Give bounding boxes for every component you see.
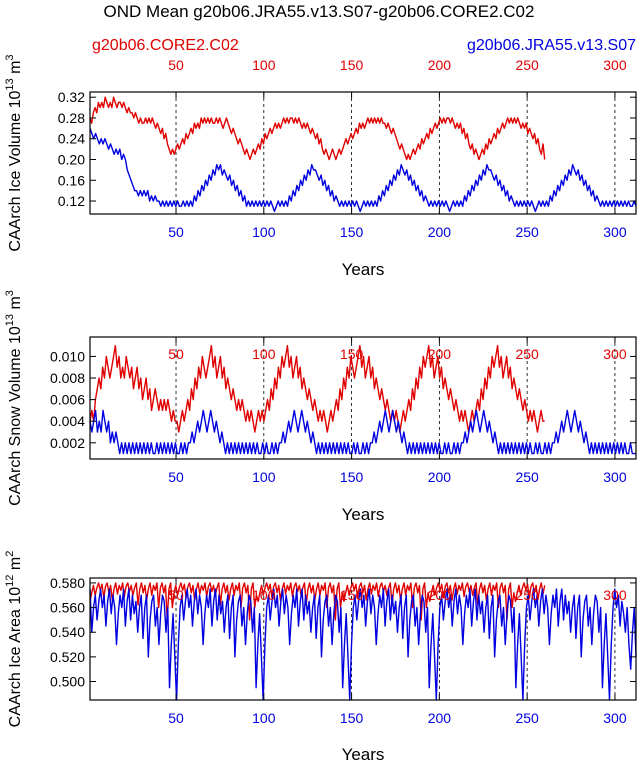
y-tick-label: 0.010 [50, 348, 85, 364]
x-tick-label-top: 300 [603, 57, 627, 73]
x-tick-label-top: 50 [168, 587, 184, 603]
series-line-core2 [89, 582, 546, 621]
panel-ice-area: 0.500 0.520 0.540 0.560 0.580 50 50 100 100 150 15… [4, 551, 637, 762]
series-line-core2 [89, 96, 546, 161]
x-tick-label-bottom: 200 [428, 224, 452, 240]
x-tick-label-top: 250 [515, 346, 539, 362]
x-tick-label-top: 200 [428, 587, 452, 603]
y-axis-label: CAArch Ice Area 1012 m2 [4, 551, 24, 728]
x-tick-label-top: 250 [515, 587, 539, 603]
plot-frame [89, 91, 637, 215]
x-tick-label-top: 100 [252, 57, 276, 73]
x-tick-label-bottom: 300 [603, 224, 627, 240]
x-tick-label-bottom: 150 [340, 469, 364, 485]
y-tick-label: 0.12 [58, 193, 85, 209]
x-tick-label-top: 50 [168, 346, 184, 362]
x-tick-label-bottom: 300 [603, 469, 627, 485]
x-tick-label-top: 150 [340, 57, 364, 73]
y-tick-label: 0.16 [58, 172, 85, 188]
x-tick-label-bottom: 150 [340, 710, 364, 726]
x-tick-label-bottom: 100 [252, 469, 276, 485]
x-tick-label-bottom: 100 [252, 224, 276, 240]
legend-blue-label: g20b06.JRA55.v13.S07 [467, 37, 636, 54]
x-tick-label-bottom: 50 [168, 224, 184, 240]
x-tick-label-top: 100 [252, 587, 276, 603]
y-tick-label: 0.560 [50, 600, 85, 616]
x-tick-label-bottom: 250 [515, 710, 539, 726]
series-line-jra55 [89, 409, 636, 455]
x-axis-label: Years [342, 260, 385, 279]
series-line-jra55 [89, 588, 637, 701]
panel-ice-volume: 0.12 0.16 0.20 0.24 0.28 0.32 50 50 100 100 150 150… [4, 54, 637, 279]
y-axis-label: CAArch Snow Volume 1013 m3 [4, 290, 24, 506]
y-tick-label: 0.28 [58, 110, 85, 126]
x-tick-label-top: 300 [603, 346, 627, 362]
series-line-jra55 [89, 128, 637, 213]
plot-frame [89, 577, 637, 701]
legend-red-label: g20b06.CORE2.C02 [92, 37, 239, 54]
x-tick-label-top: 150 [340, 587, 364, 603]
x-tick-label-bottom: 50 [168, 469, 184, 485]
x-axis-label: Years [342, 745, 385, 762]
x-tick-label-bottom: 200 [428, 469, 452, 485]
x-tick-label-top: 200 [428, 346, 452, 362]
x-tick-label-bottom: 150 [340, 224, 364, 240]
x-tick-label-top: 200 [428, 57, 452, 73]
x-axis-label: Years [342, 505, 385, 524]
y-tick-label: 0.004 [50, 413, 85, 429]
x-tick-label-top: 150 [340, 346, 364, 362]
x-tick-label-bottom: 250 [515, 224, 539, 240]
y-tick-label: 0.580 [50, 575, 85, 591]
y-tick-label: 0.002 [50, 435, 85, 451]
y-tick-label: 0.520 [50, 649, 85, 665]
x-tick-label-bottom: 200 [428, 710, 452, 726]
y-tick-label: 0.32 [58, 89, 85, 105]
y-axis-label: CAArch Ice Volume 1013 m3 [4, 54, 24, 251]
series-line-core2 [89, 344, 545, 433]
panel-snow-volume: 0.002 0.004 0.006 0.008 0.010 50 50 100 100 150 15… [4, 290, 637, 524]
y-tick-label: 0.008 [50, 370, 85, 386]
figure-title: OND Mean g20b06.JRA55.v13.S07-g20b06.COR… [104, 2, 535, 21]
y-tick-label: 0.006 [50, 392, 85, 408]
x-tick-label-top: 50 [168, 57, 184, 73]
x-tick-label-bottom: 50 [168, 710, 184, 726]
x-tick-label-top: 100 [252, 346, 276, 362]
plot-frame [89, 336, 637, 460]
x-tick-label-bottom: 100 [252, 710, 276, 726]
y-tick-label: 0.20 [58, 151, 85, 167]
x-tick-label-bottom: 300 [603, 710, 627, 726]
y-tick-label: 0.540 [50, 624, 85, 640]
y-tick-label: 0.24 [58, 131, 85, 147]
x-tick-label-bottom: 250 [515, 469, 539, 485]
x-tick-label-top: 250 [515, 57, 539, 73]
x-tick-label-top: 300 [603, 587, 627, 603]
y-tick-label: 0.500 [50, 674, 85, 690]
